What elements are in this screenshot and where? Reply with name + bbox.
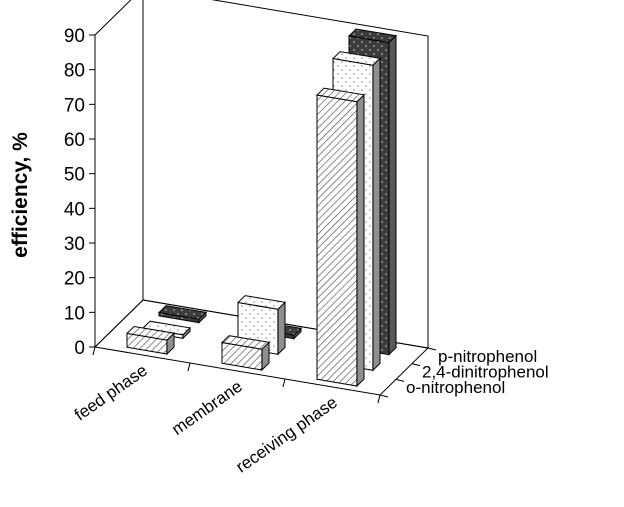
y-tick-label: 0 [74, 338, 85, 359]
bar-front [316, 94, 358, 387]
y-tick-label: 60 [64, 130, 85, 151]
bar-side [388, 34, 397, 356]
bar-top [125, 325, 176, 341]
depth-tick [395, 378, 405, 382]
bar-top [236, 295, 287, 310]
x-tick [187, 362, 191, 372]
x-tick [377, 394, 381, 404]
y-axis-title: efficiency, % [9, 132, 32, 258]
bar-side [372, 57, 381, 372]
bar [220, 335, 271, 372]
series-label: 2,4-dinitrophenol [422, 363, 549, 382]
depth-tick [379, 394, 389, 398]
bar-top [331, 51, 382, 66]
depth-tick [411, 363, 421, 367]
depth-tick [427, 347, 437, 351]
y-tick-label: 50 [64, 165, 85, 186]
bar [125, 325, 176, 356]
y-tick-label: 20 [64, 269, 85, 290]
y-tick-label: 30 [64, 234, 85, 255]
y-tick-label: 40 [64, 199, 85, 220]
x-category-label: membrane [168, 377, 245, 439]
x-category-label: feed phase [71, 361, 151, 425]
x-tick [92, 346, 96, 356]
y-axis: 0 10 20 30 40 50 60 70 80 90 [64, 26, 95, 359]
series-label: p-nitrophenol [438, 347, 537, 366]
y-tick-label: 10 [64, 303, 85, 324]
left-wall [94, 0, 144, 349]
bar-side [356, 93, 365, 388]
bar-top [315, 87, 366, 103]
bar-top [347, 28, 398, 44]
bar-top [157, 305, 208, 320]
x-category-label: receiving phase [232, 393, 340, 477]
x-tick [282, 378, 286, 388]
y-tick-label: 70 [64, 95, 85, 116]
y-tick-label: 90 [64, 26, 85, 47]
bar-side [277, 301, 286, 356]
y-tick-label: 80 [64, 61, 85, 82]
bars [125, 28, 398, 388]
bar-top [220, 335, 271, 350]
bar [157, 305, 208, 324]
bar [315, 87, 366, 388]
depth-axis: o-nitrophenol2,4-dinitrophenolp-nitrophe… [379, 347, 549, 398]
series-label: o-nitrophenol [406, 378, 505, 397]
